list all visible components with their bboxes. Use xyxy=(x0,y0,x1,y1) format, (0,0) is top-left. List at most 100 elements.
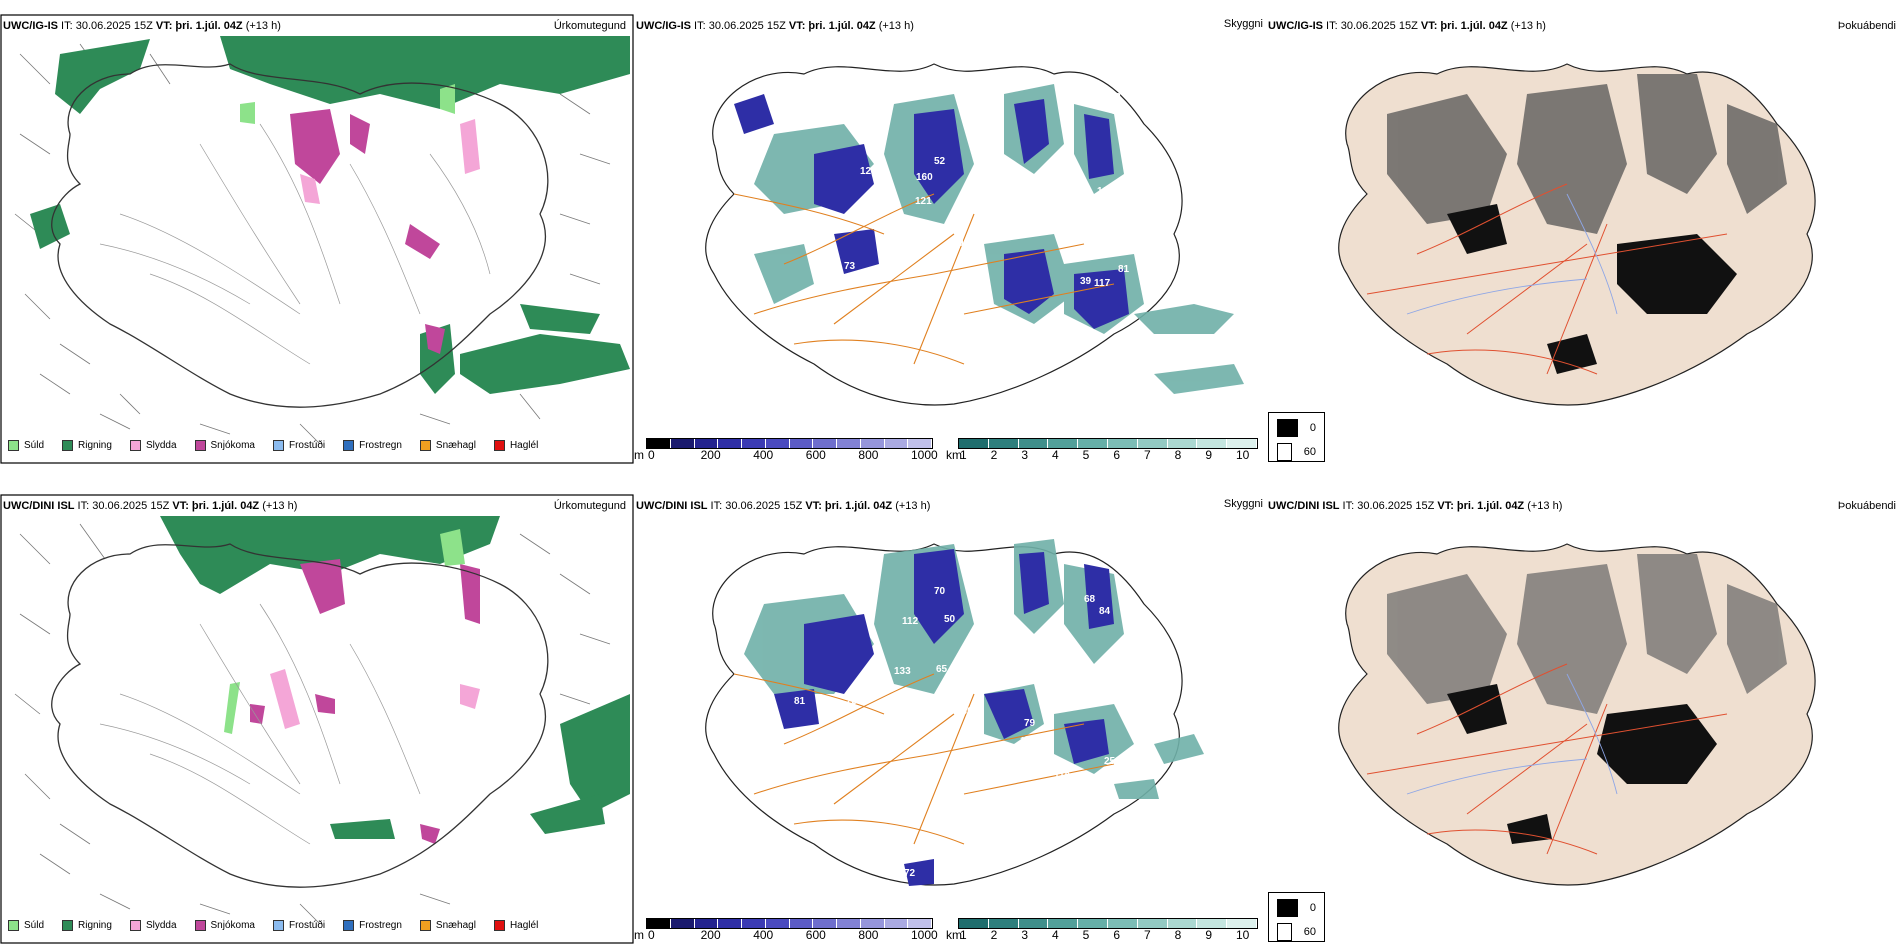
colorbar-tick: 5 xyxy=(1082,448,1090,462)
colorbar-tick: 4 xyxy=(1052,928,1059,942)
legend-label: Snjókoma xyxy=(210,920,255,931)
colorbar-segment xyxy=(884,439,909,448)
cloud-base-label: 126 xyxy=(910,376,927,387)
colorbar-tick: 8 xyxy=(1174,928,1182,942)
lead-time: (+13 h) xyxy=(875,20,914,32)
colorbar-tick: 10 xyxy=(1236,448,1250,462)
legend-label: Haglél xyxy=(509,920,539,931)
colorbar-segment xyxy=(1107,439,1138,448)
cloud-base-label: 23 xyxy=(846,696,858,707)
legend-label: Rigning xyxy=(78,920,112,931)
colorbar-strip xyxy=(958,918,1258,929)
cloud-base-label: 96 xyxy=(780,236,792,247)
colorbar-segment xyxy=(908,919,932,928)
init-time: IT: 30.06.2025 15Z xyxy=(1339,500,1438,512)
colorbar-tick: 5 xyxy=(1082,928,1090,942)
precip-legend-item: Rigning xyxy=(62,440,112,451)
precip-legend-item: Rigning xyxy=(62,920,112,931)
colorbar-segment xyxy=(988,919,1019,928)
cloud-base-label: 81 xyxy=(794,696,806,707)
colorbar-segment xyxy=(1078,919,1108,928)
panel-title: UWC/DINI ISL IT: 30.06.2025 15Z VT: þri.… xyxy=(1268,500,1562,512)
colorbar-segment xyxy=(1197,439,1228,448)
colorbar-segment xyxy=(694,439,719,448)
colorbar-segment xyxy=(1078,439,1108,448)
fog-panel-top: UWC/IG-IS IT: 30.06.2025 15Z VT: þri. 1.… xyxy=(1267,14,1900,464)
colorbar-segment xyxy=(1048,439,1079,448)
colorbar-tick: 6 xyxy=(1113,928,1121,942)
colorbar-strip xyxy=(646,918,933,929)
colorbar-segment xyxy=(1167,439,1198,448)
cloud-base-label: 72 xyxy=(904,868,916,879)
colorbar-tick: 4 xyxy=(1052,448,1059,462)
colorbar-tick: 3 xyxy=(1021,928,1029,942)
cloud-map-top: 160 121 120 52 73 77 96 92 117 81 39 102 46 132 134 115… xyxy=(705,63,1244,406)
legend-swatch xyxy=(419,440,431,451)
lead-time: (+13 h) xyxy=(1524,500,1563,512)
legend-label: Frostúði xyxy=(288,440,326,451)
fog-legend-row: 0 xyxy=(1277,899,1316,917)
fog-map-top xyxy=(1338,63,1816,406)
fog-legend: 0 60 xyxy=(1268,892,1325,942)
panel-title: UWC/IG-IS IT: 30.06.2025 15Z VT: þri. 1.… xyxy=(636,20,914,32)
colorbar-tick: 8 xyxy=(1174,448,1182,462)
cloud-base-label: 73 xyxy=(844,261,856,272)
fog-legend-swatch xyxy=(1277,419,1298,437)
colorbar-tick: 2 xyxy=(990,448,998,462)
colorbar-segment xyxy=(718,919,742,928)
cloud-base-label: 77 xyxy=(1048,686,1060,697)
panel-title: UWC/DINI ISL IT: 30.06.2025 15Z VT: þri.… xyxy=(636,500,930,512)
colorbar-segment xyxy=(765,919,790,928)
ceiling-colorbar: m 0 200 400 600 800 1000 xyxy=(634,438,938,464)
colorbar-segment xyxy=(742,439,766,448)
precip-legend: Súld Rigning Slydda Snjókoma Frostúði Frostre… xyxy=(8,920,556,931)
colorbar-tick: 7 xyxy=(1144,448,1151,462)
colorbar-tick: 9 xyxy=(1205,448,1213,462)
precip-legend-item: Snjókoma xyxy=(194,920,255,931)
colorbar-segment xyxy=(1167,919,1198,928)
precip-legend-item: Snæhagl xyxy=(419,440,476,451)
legend-swatch xyxy=(8,920,19,931)
valid-time: VT: þri. 1.júl. 04Z xyxy=(172,500,260,512)
cloud-base-label: 50 xyxy=(944,614,956,625)
fog-legend-row: 60 xyxy=(1277,923,1316,941)
colorbar-segment xyxy=(837,439,861,448)
lead-time: (+13 h) xyxy=(259,500,298,512)
panel-title: UWC/IG-IS IT: 30.06.2025 15Z VT: þri. 1.… xyxy=(1268,20,1546,32)
legend-swatch xyxy=(129,920,141,931)
colorbar-tick: 0 xyxy=(648,928,655,942)
fog-legend-label: 60 xyxy=(1303,446,1316,458)
colorbar-tick: 600 xyxy=(805,448,826,462)
fog-map-bottom xyxy=(1338,543,1816,886)
colorbar-tick: 200 xyxy=(700,928,721,942)
colorbar-segment xyxy=(1227,919,1257,928)
cloud-base-label: 117 xyxy=(1094,278,1111,289)
colorbar-segment xyxy=(789,919,814,928)
colorbar-segment xyxy=(670,919,695,928)
colorbar-strip xyxy=(958,438,1258,449)
colorbar-unit: km xyxy=(946,448,962,462)
colorbar-segment xyxy=(670,439,695,448)
precip-legend: Súld Rigning Slydda Snjókoma Frostúði Frostre… xyxy=(8,440,556,451)
legend-swatch xyxy=(343,440,355,451)
colorbar-segment xyxy=(959,919,989,928)
precip-legend-item: Snjókoma xyxy=(194,440,255,451)
cloud-base-label: 134 xyxy=(1112,106,1129,117)
colorbar-strip xyxy=(646,438,933,449)
colorbar-segment xyxy=(959,439,989,448)
lead-time: (+13 h) xyxy=(242,20,281,32)
legend-swatch xyxy=(419,920,431,931)
colorbar-tick: 800 xyxy=(858,928,879,942)
fog-legend-swatch xyxy=(1277,443,1292,461)
cloud-base-label: 130 xyxy=(956,706,973,717)
precip-legend-item: Haglél xyxy=(493,440,538,451)
colorbar-segment xyxy=(1018,919,1049,928)
legend-swatch xyxy=(194,440,206,451)
colorbar-segment xyxy=(718,439,742,448)
colorbar-unit: m xyxy=(634,928,644,942)
init-time: IT: 30.06.2025 15Z xyxy=(691,20,789,32)
colorbar-segment xyxy=(1197,919,1228,928)
colorbar-segment xyxy=(813,919,837,928)
colorbar-segment xyxy=(694,919,719,928)
fog-legend-row: 0 xyxy=(1277,419,1316,437)
